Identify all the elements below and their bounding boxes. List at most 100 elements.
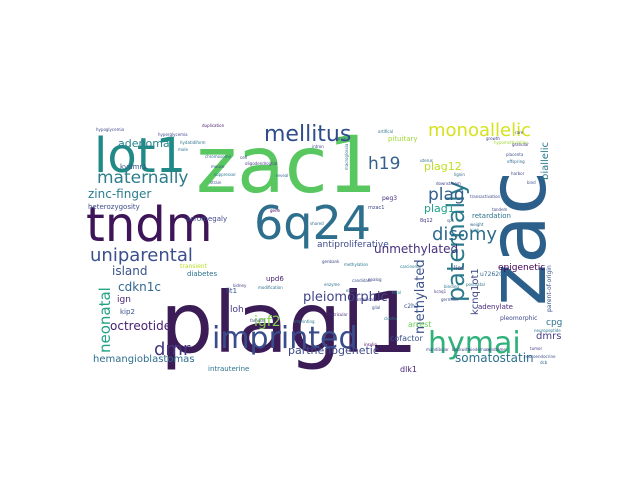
cloud-word-unmethylated: unmethylated xyxy=(374,242,458,256)
cloud-word-arrest: arrest xyxy=(408,320,431,329)
cloud-word-syndrome: syndrome xyxy=(486,347,506,352)
cloud-word-mellitus: mellitus xyxy=(264,122,351,147)
cloud-word-mouse: mouse xyxy=(211,164,225,169)
cloud-word-plagl1: plagl1 xyxy=(160,274,418,372)
cloud-word-downstream: downstream xyxy=(436,181,461,186)
cloud-word-8q12: 8q12 xyxy=(420,218,433,224)
cloud-word-tndm: tndm xyxy=(86,197,212,253)
cloud-word-ovary: ovary xyxy=(338,136,350,141)
cloud-word-binding: binding xyxy=(444,284,459,289)
cloud-word-somatostatin: somatostatin xyxy=(455,351,534,365)
cloud-word-germline: germline xyxy=(441,297,459,302)
cloud-word-mole: mole xyxy=(178,147,188,152)
cloud-word-exon: exon xyxy=(346,288,356,293)
cloud-word-plag: plag xyxy=(428,185,465,205)
cloud-word-octreotide: octreotide xyxy=(110,319,171,333)
cloud-word-umbilical: umbilical xyxy=(356,297,374,302)
cloud-word-hypoglycemia: hypoglycemia xyxy=(96,127,125,132)
cloud-word-dlk1: dlk1 xyxy=(400,365,417,374)
cloud-word-zac: zac xyxy=(471,171,564,306)
cloud-word-growth: growth xyxy=(486,136,500,141)
cloud-word-transactivation: transactivation xyxy=(470,194,501,199)
cloud-word-suppressor: suppressor xyxy=(214,172,236,177)
cloud-word-birth: birth xyxy=(470,228,480,233)
cloud-word-epigenetic: epigenetic xyxy=(498,263,545,273)
cloud-word-mandibular: mandibular xyxy=(426,347,449,352)
cloud-word-insulin: insulin xyxy=(364,342,377,347)
cloud-word-diabetes: diabetes xyxy=(187,270,217,278)
cloud-word-u72620: u72620 xyxy=(480,271,503,278)
cloud-word-zac1: zac1 xyxy=(196,121,377,211)
cloud-word-mzac1: mzac1 xyxy=(368,205,385,211)
cloud-word-fetal: fetal xyxy=(392,290,401,295)
cloud-word-pleiomorphic: pleiomorphic xyxy=(303,290,388,305)
cloud-word-dcb: dcb xyxy=(540,360,548,365)
cloud-word-hymai: hymai xyxy=(428,326,521,361)
cloud-word-weight: weight xyxy=(470,222,484,227)
cloud-word-biallelic: biallelic xyxy=(540,142,551,180)
cloud-word-familial: familial xyxy=(250,318,265,323)
cloud-word-postnatal: postnatal xyxy=(466,282,485,287)
cloud-word-cdkn1c: cdkn1c xyxy=(118,280,161,294)
cloud-word-placenta: placenta xyxy=(506,152,524,157)
cloud-word-imprinting: imprinting xyxy=(294,319,315,324)
cloud-word-uniparental: uniparental xyxy=(90,245,193,266)
cloud-word-h19: h19 xyxy=(368,154,400,174)
cloud-word-intron: intron xyxy=(312,144,324,149)
cloud-word-reveal: reveal xyxy=(276,173,288,178)
cloud-word-cell: cell xyxy=(240,155,247,160)
cloud-word-parthenogenetic: parthenogenetic xyxy=(288,344,379,357)
cloud-word-loh: loh xyxy=(230,305,244,315)
cloud-word-macroglossia: macroglossia xyxy=(344,143,349,170)
cloud-word-beckwith: beckwith xyxy=(452,347,470,352)
cloud-word-lit1: lit1 xyxy=(226,287,237,295)
cloud-word-strain: strain xyxy=(210,180,222,185)
cloud-word-transient: transient xyxy=(180,263,208,270)
cloud-word-modification: modification xyxy=(258,285,283,290)
cloud-word-ventricular: ventricular xyxy=(326,312,348,317)
cloud-word-lot1: lot1 xyxy=(94,128,186,184)
cloud-word-carcinoma: carcinoma xyxy=(400,264,421,269)
cloud-word-upd6: upd6 xyxy=(266,275,284,283)
cloud-word-dmr: dmr xyxy=(154,339,191,360)
cloud-word-island: island xyxy=(112,264,148,278)
cloud-word-duplication: duplication xyxy=(202,123,225,128)
cloud-word-genbank: genbank xyxy=(322,259,340,264)
cloud-word-paternally: paternally xyxy=(442,181,470,302)
cloud-word-cofactor: cofactor xyxy=(390,334,423,343)
cloud-word-methylated: methylated xyxy=(413,259,428,334)
cloud-word-gene: gene xyxy=(270,208,281,213)
cloud-word-kidney: kidney xyxy=(233,283,247,288)
cloud-word-c2h2: c2h2 xyxy=(404,303,419,310)
cloud-word-hyperglycemia: hyperglycemia xyxy=(158,132,188,137)
cloud-word-candidate: candidate xyxy=(352,278,372,283)
cloud-word-maternally: maternally xyxy=(97,168,189,188)
cloud-word-lies: lies xyxy=(454,265,464,272)
cloud-word-lignin: lignin xyxy=(454,172,465,177)
cloud-word-bind: bind xyxy=(527,180,536,185)
cloud-word-retardation: retardation xyxy=(472,212,511,220)
cloud-word-plag12: plag12 xyxy=(424,160,462,173)
cloud-word-heterozygosity: heterozygosity xyxy=(88,203,140,211)
cloud-word-hemangioblastomas: hemangioblastomas xyxy=(93,354,195,365)
cloud-word-intrauterine: intrauterine xyxy=(208,365,249,373)
cloud-word-chromosome: chromosome xyxy=(205,154,232,159)
cloud-word-kcnq1ot1: kcnq1ot1 xyxy=(470,268,481,315)
cloud-word-parent-of-origin: parent-of-origin xyxy=(546,265,553,312)
cloud-word-glial: glial xyxy=(372,305,380,310)
cloud-word-cpg: cpg xyxy=(546,318,562,328)
cloud-word-dmrs: dmrs xyxy=(536,331,561,342)
cloud-word-ign: ign xyxy=(117,295,131,305)
cloud-word-plag1: plag1 xyxy=(424,202,455,215)
cloud-word-kvdmr1: kvdmr1 xyxy=(120,163,147,171)
cloud-word-igf2: igf2 xyxy=(254,314,281,330)
cloud-word-hypomethylation: hypomethylation xyxy=(494,140,528,145)
cloud-word-hydatidiform: hydatidiform xyxy=(180,140,206,145)
cloud-word-granular: granular xyxy=(512,142,529,147)
cloud-word-zinc-finger: zinc-finger xyxy=(88,187,151,201)
cloud-word-methylation: methylation xyxy=(344,262,369,267)
cloud-word-antiproliferative: antiproliferative xyxy=(317,240,389,250)
cloud-word-adenylate: adenylate xyxy=(478,303,513,311)
